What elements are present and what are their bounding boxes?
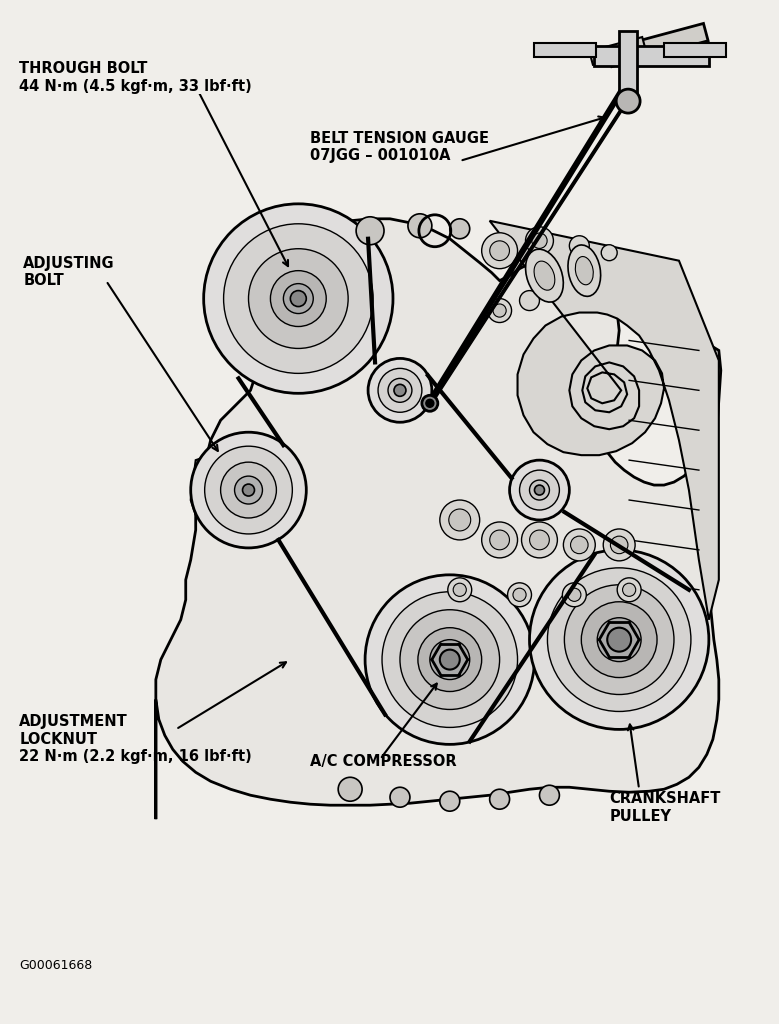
- Bar: [607, 24, 708, 67]
- Circle shape: [534, 485, 545, 495]
- Circle shape: [378, 369, 422, 413]
- Polygon shape: [156, 219, 721, 819]
- Bar: [619, 32, 637, 106]
- Text: A/C COMPRESSOR: A/C COMPRESSOR: [310, 755, 457, 769]
- Circle shape: [408, 214, 432, 238]
- Bar: [664, 43, 726, 57]
- Circle shape: [530, 480, 549, 500]
- Circle shape: [365, 574, 534, 744]
- Circle shape: [569, 236, 589, 256]
- Bar: [589, 37, 646, 65]
- Circle shape: [597, 617, 641, 662]
- Circle shape: [490, 790, 509, 809]
- Circle shape: [488, 299, 512, 323]
- Circle shape: [422, 395, 438, 412]
- Circle shape: [284, 284, 313, 313]
- Circle shape: [622, 584, 636, 596]
- Circle shape: [603, 529, 635, 561]
- Text: ADJUSTMENT
LOCKNUT
22 N·m (2.2 kgf·m, 16 lbf·ft): ADJUSTMENT LOCKNUT 22 N·m (2.2 kgf·m, 16…: [19, 715, 252, 764]
- Circle shape: [394, 384, 406, 396]
- Ellipse shape: [534, 261, 555, 290]
- Circle shape: [607, 628, 631, 651]
- Circle shape: [520, 291, 540, 310]
- Circle shape: [509, 460, 569, 520]
- Circle shape: [481, 232, 517, 268]
- Text: G00061668: G00061668: [19, 958, 93, 972]
- Circle shape: [449, 509, 471, 531]
- Circle shape: [191, 432, 306, 548]
- Circle shape: [526, 226, 553, 255]
- Circle shape: [448, 578, 472, 602]
- Circle shape: [430, 640, 470, 680]
- Circle shape: [203, 204, 393, 393]
- Text: ADJUSTING
BOLT: ADJUSTING BOLT: [23, 256, 115, 288]
- Polygon shape: [191, 455, 235, 522]
- Circle shape: [570, 537, 588, 554]
- Circle shape: [581, 602, 657, 678]
- Circle shape: [611, 537, 628, 554]
- Circle shape: [564, 585, 674, 694]
- Circle shape: [205, 446, 292, 534]
- Circle shape: [242, 484, 255, 496]
- Circle shape: [562, 583, 587, 607]
- Ellipse shape: [576, 257, 594, 285]
- Bar: [594, 46, 709, 67]
- Circle shape: [513, 588, 526, 601]
- Circle shape: [540, 785, 559, 805]
- Circle shape: [568, 588, 581, 601]
- Circle shape: [617, 578, 641, 602]
- Circle shape: [390, 787, 410, 807]
- Circle shape: [530, 550, 709, 729]
- Circle shape: [249, 249, 348, 348]
- Text: THROUGH BOLT
44 N·m (4.5 kgf·m, 33 lbf·ft): THROUGH BOLT 44 N·m (4.5 kgf·m, 33 lbf·f…: [19, 61, 252, 93]
- Circle shape: [601, 245, 617, 261]
- Circle shape: [493, 304, 506, 317]
- Circle shape: [368, 358, 432, 422]
- Circle shape: [270, 270, 326, 327]
- Circle shape: [440, 649, 460, 670]
- Ellipse shape: [568, 245, 601, 296]
- Circle shape: [400, 609, 499, 710]
- Circle shape: [382, 592, 517, 727]
- Circle shape: [449, 219, 470, 239]
- Circle shape: [453, 584, 467, 596]
- Circle shape: [508, 583, 531, 607]
- Circle shape: [616, 89, 640, 113]
- Circle shape: [520, 470, 559, 510]
- Circle shape: [481, 522, 517, 558]
- Circle shape: [224, 224, 373, 374]
- Polygon shape: [429, 103, 627, 404]
- Circle shape: [548, 568, 691, 712]
- Circle shape: [563, 529, 595, 561]
- Circle shape: [426, 399, 434, 408]
- Circle shape: [388, 378, 412, 402]
- Text: BELT TENSION GAUGE
07JGG – 001010A: BELT TENSION GAUGE 07JGG – 001010A: [310, 131, 489, 164]
- Circle shape: [291, 291, 306, 306]
- Circle shape: [490, 241, 509, 260]
- Circle shape: [220, 462, 277, 518]
- Circle shape: [490, 530, 509, 550]
- Text: CRANKSHAFT
PULLEY: CRANKSHAFT PULLEY: [609, 792, 721, 823]
- Ellipse shape: [526, 249, 563, 302]
- Circle shape: [530, 530, 549, 550]
- Circle shape: [440, 792, 460, 811]
- Circle shape: [338, 777, 362, 801]
- Circle shape: [356, 217, 384, 245]
- Circle shape: [532, 233, 547, 249]
- Circle shape: [440, 500, 480, 540]
- Circle shape: [521, 522, 558, 558]
- Circle shape: [418, 628, 481, 691]
- Bar: [534, 43, 596, 57]
- Polygon shape: [490, 221, 719, 620]
- Circle shape: [234, 476, 263, 504]
